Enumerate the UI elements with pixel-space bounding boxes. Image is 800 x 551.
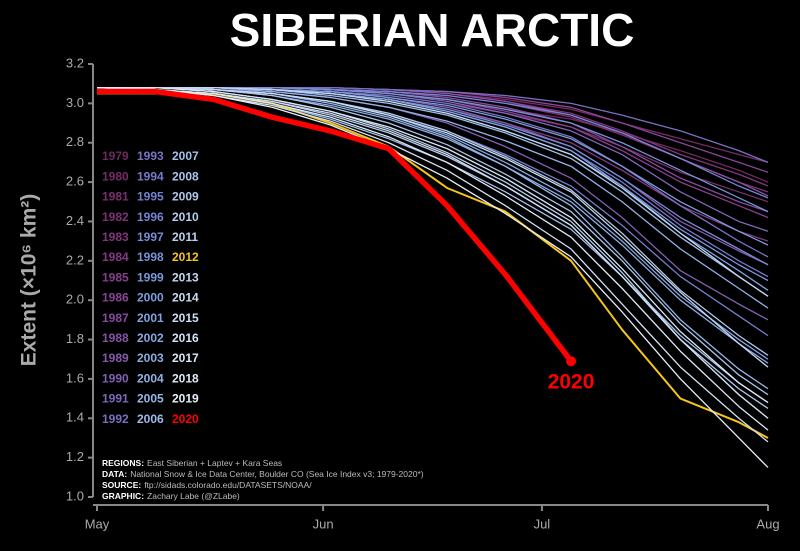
y-tick-label: 1.4 — [66, 410, 84, 425]
note-label: GRAPHIC: — [102, 491, 144, 501]
legend-entry: 1995 — [137, 190, 164, 204]
legend-entry: 2020 — [172, 412, 199, 426]
x-tick-label: Jul — [534, 516, 551, 531]
legend-entry: 2011 — [172, 230, 198, 244]
note-label: DATA: — [102, 469, 127, 479]
legend-entry: 2016 — [172, 331, 199, 345]
note: SOURCE: ftp://sidads.colorado.edu/DATASET… — [102, 480, 312, 490]
legend-entry: 2019 — [172, 392, 199, 406]
note-text: ftp://sidads.colorado.edu/DATASETS/NOAA/ — [144, 480, 312, 490]
legend-entry: 1985 — [102, 270, 129, 284]
series-line — [96, 86, 769, 431]
note: REGIONS: East Siberian + Laptev + Kara Se… — [102, 458, 282, 468]
legend-entry: 1990 — [102, 371, 129, 385]
legend-entry: 2014 — [172, 291, 199, 305]
x-tick-label: May — [85, 516, 110, 531]
legend-entry: 1984 — [102, 250, 129, 264]
legend-entry: 2007 — [172, 149, 199, 163]
note-text: National Snow & Ice Data Center, Boulder… — [130, 469, 424, 479]
y-tick-label: 3.2 — [66, 55, 84, 70]
series-line — [97, 88, 574, 363]
series-line — [97, 86, 769, 321]
note-label: SOURCE: — [102, 480, 141, 490]
legend-entry: 2005 — [137, 392, 164, 406]
note-label: REGIONS: — [102, 458, 144, 468]
legend-entry: 1998 — [137, 250, 164, 264]
y-tick-label: 2.4 — [66, 213, 84, 228]
legend-entry: 1988 — [102, 331, 129, 345]
y-tick-label: 2.2 — [66, 252, 84, 267]
series-line — [97, 86, 769, 404]
y-axis-label: Extent (×10⁶ km²) — [18, 194, 41, 366]
legend-entry: 1992 — [102, 412, 129, 426]
y-tick-label: 1.6 — [66, 370, 84, 385]
legend-entry: 2002 — [137, 331, 164, 345]
end-point — [566, 356, 577, 367]
legend-entry: 1981 — [102, 190, 129, 204]
legend-entry: 1982 — [102, 210, 129, 224]
legend-entry: 1986 — [102, 291, 129, 305]
legend-entry: 2001 — [137, 311, 164, 325]
legend-entry: 1980 — [102, 169, 129, 183]
note: DATA: National Snow & Ice Data Center, Bo… — [102, 469, 424, 479]
series-line — [97, 86, 769, 297]
legend-entry: 1997 — [137, 230, 164, 244]
legend-entry: 1987 — [102, 311, 129, 325]
legend-entry: 1983 — [102, 230, 129, 244]
y-tick-label: 2.6 — [66, 174, 84, 189]
note: GRAPHIC: Zachary Labe (@ZLabe) — [102, 491, 240, 501]
legend-entry: 1994 — [137, 169, 164, 183]
note-text: Zachary Labe (@ZLabe) — [147, 491, 240, 501]
legend-entry: 1991 — [102, 392, 129, 406]
x-tick-label: Jun — [313, 516, 334, 531]
y-tick-label: 1.8 — [66, 331, 84, 346]
y-tick-label: 1.0 — [66, 488, 84, 503]
x-tick-label: Aug — [756, 516, 779, 531]
legend-entry: 1999 — [137, 270, 164, 284]
y-tick-label: 2.8 — [66, 134, 84, 149]
legend-entry: 2009 — [172, 190, 199, 204]
legend-entry: 2000 — [137, 291, 164, 305]
legend-entry: 2012 — [172, 250, 199, 264]
note-text: East Siberian + Laptev + Kara Seas — [147, 458, 282, 468]
legend-entry: 2008 — [172, 169, 199, 183]
legend-entry: 2006 — [137, 412, 164, 426]
chart-title: SIBERIAN ARCTIC — [230, 4, 635, 56]
y-tick-label: 3.0 — [66, 95, 84, 110]
legend-entry: 1989 — [102, 351, 129, 365]
legend-entry: 1993 — [137, 149, 164, 163]
legend-entry: 1996 — [137, 210, 164, 224]
legend-entry: 2015 — [172, 311, 199, 325]
legend-entry: 2010 — [172, 210, 199, 224]
y-tick-label: 1.2 — [66, 449, 84, 464]
legend-entry: 2013 — [172, 270, 199, 284]
legend-entry: 2017 — [172, 351, 199, 365]
series-end-label: 2020 — [548, 371, 595, 394]
y-tick-label: 2.0 — [66, 292, 84, 307]
legend-entry: 2003 — [137, 351, 164, 365]
legend-entry: 1979 — [102, 149, 129, 163]
series-line — [96, 86, 769, 468]
legend-entry: 2004 — [137, 371, 164, 385]
legend-entry: 2018 — [172, 371, 199, 385]
series-line — [97, 86, 769, 368]
